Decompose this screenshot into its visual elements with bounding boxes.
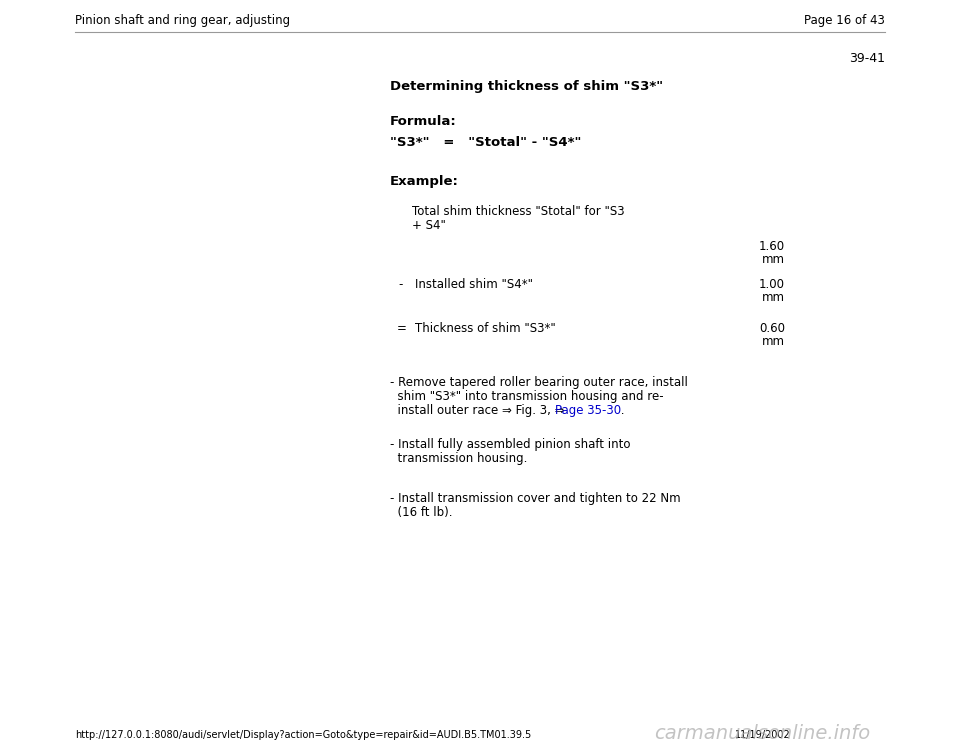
Text: mm: mm xyxy=(762,253,785,266)
Text: + S4": + S4" xyxy=(412,219,445,232)
Text: 1.60: 1.60 xyxy=(758,240,785,253)
Text: -: - xyxy=(398,278,402,291)
Text: 39-41: 39-41 xyxy=(849,52,885,65)
Text: Total shim thickness "Stotal" for "S3: Total shim thickness "Stotal" for "S3 xyxy=(412,205,625,218)
Text: shim "S3*" into transmission housing and re-: shim "S3*" into transmission housing and… xyxy=(390,390,663,403)
Text: Installed shim "S4*": Installed shim "S4*" xyxy=(415,278,533,291)
Text: Page 16 of 43: Page 16 of 43 xyxy=(804,14,885,27)
Text: Thickness of shim "S3*": Thickness of shim "S3*" xyxy=(415,322,556,335)
Text: Example:: Example: xyxy=(390,175,459,188)
Text: "S3*"   =   "Stotal" - "S4*": "S3*" = "Stotal" - "S4*" xyxy=(390,136,582,149)
Text: carmanualsonline.info: carmanualsonline.info xyxy=(654,724,870,742)
Text: mm: mm xyxy=(762,335,785,348)
Text: http://127.0.0.1:8080/audi/servlet/Display?action=Goto&type=repair&id=AUDI.B5.TM: http://127.0.0.1:8080/audi/servlet/Displ… xyxy=(75,730,531,740)
Text: Page 35-30: Page 35-30 xyxy=(555,404,621,417)
Text: =: = xyxy=(397,322,407,335)
Text: mm: mm xyxy=(762,291,785,304)
Text: - Remove tapered roller bearing outer race, install: - Remove tapered roller bearing outer ra… xyxy=(390,376,688,389)
Text: 11/19/2002: 11/19/2002 xyxy=(735,730,791,740)
Text: - Install transmission cover and tighten to 22 Nm: - Install transmission cover and tighten… xyxy=(390,492,681,505)
Text: transmission housing.: transmission housing. xyxy=(390,452,527,465)
Text: Formula:: Formula: xyxy=(390,115,457,128)
Text: Pinion shaft and ring gear, adjusting: Pinion shaft and ring gear, adjusting xyxy=(75,14,290,27)
Text: .: . xyxy=(617,404,625,417)
Text: install outer race ⇒ Fig. 3, ⇒: install outer race ⇒ Fig. 3, ⇒ xyxy=(390,404,568,417)
Text: 0.60: 0.60 xyxy=(759,322,785,335)
Text: Determining thickness of shim "S3*": Determining thickness of shim "S3*" xyxy=(390,80,663,93)
Text: (16 ft lb).: (16 ft lb). xyxy=(390,506,452,519)
Text: - Install fully assembled pinion shaft into: - Install fully assembled pinion shaft i… xyxy=(390,438,631,451)
Text: 1.00: 1.00 xyxy=(759,278,785,291)
